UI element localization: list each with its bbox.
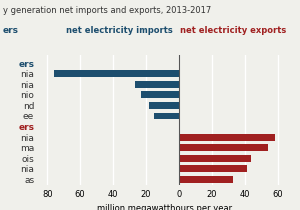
Text: net electricity exports: net electricity exports <box>180 26 286 35</box>
Text: y generation net imports and exports, 2013-2017: y generation net imports and exports, 20… <box>3 6 211 15</box>
Bar <box>149 102 179 109</box>
Bar <box>179 165 247 172</box>
Bar <box>154 113 179 119</box>
Text: net electricity imports: net electricity imports <box>66 26 173 35</box>
Bar <box>141 91 179 98</box>
Bar <box>134 81 179 88</box>
X-axis label: million megawatthours per year: million megawatthours per year <box>98 204 232 210</box>
Bar <box>179 155 251 162</box>
Bar <box>179 176 233 183</box>
Bar <box>179 134 274 141</box>
Bar <box>179 144 268 151</box>
Bar <box>54 70 179 77</box>
Text: ers: ers <box>3 26 19 35</box>
